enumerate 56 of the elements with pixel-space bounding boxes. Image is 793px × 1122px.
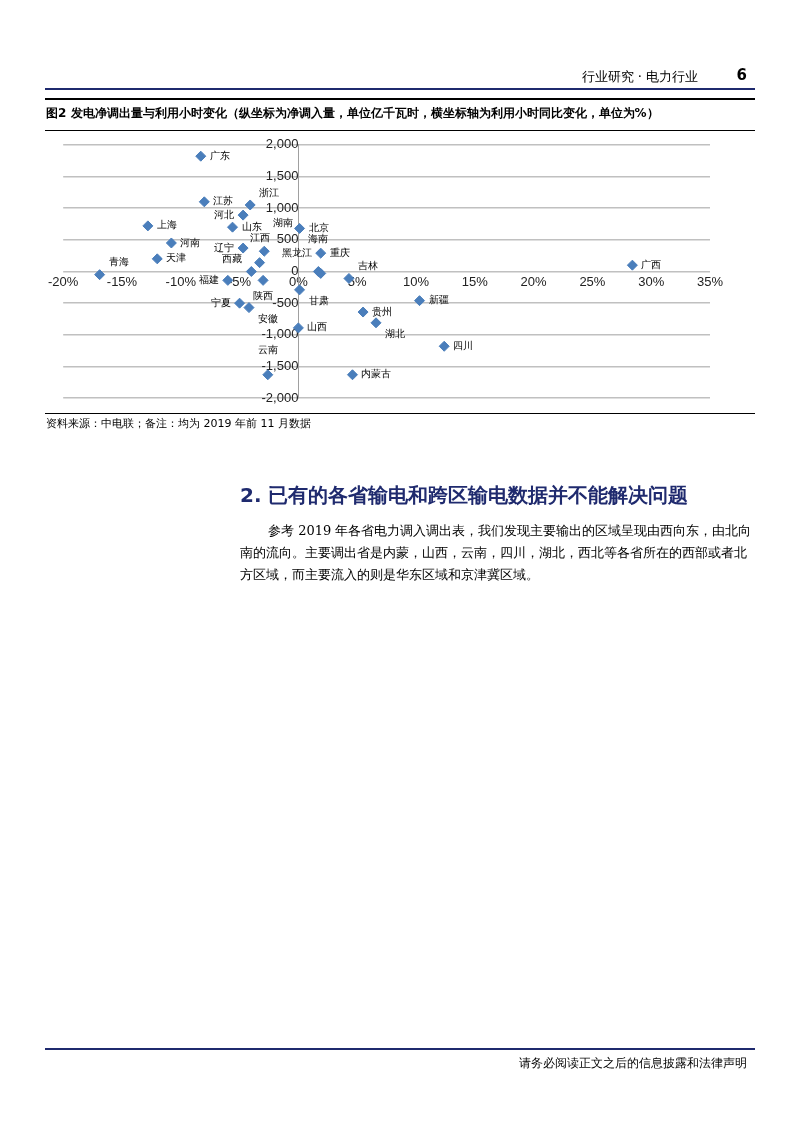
y-tick-label: -1,000 [261, 326, 299, 342]
annotation: 云南 [257, 344, 278, 356]
annotation: 辽宁 [214, 241, 235, 253]
annotation: 黑龙江 [281, 246, 312, 258]
annotation: 内蒙古 [361, 368, 392, 380]
text: 参考 2019 年各省电力调入调出表，我们发现主要输出的区域呈现由西向东，由北向南的流向。主要调出省是内蒙，山西，云南，四川，湖北，西北等各省所在的西部或者北方区域，而主要流入的则是华东区域和京津冀区域。 [240, 522, 753, 584]
chart-title: 图2 发电净调出量与利用小时变化（纵坐标为净调入量，单位亿千瓦时，横坐标轴为利用小时同比变化，单位为%） [46, 105, 659, 122]
annotation: 河北 [214, 208, 235, 220]
text: 资料来源：中电联；备注：均为 2019 年前 11 月数据 [46, 416, 311, 431]
annotation: 北京 [308, 222, 329, 234]
y-tick-label: -2,000 [261, 389, 299, 405]
y-tick-label: 1,000 [265, 199, 299, 215]
text: 行业研究 · 电力行业 [581, 68, 698, 86]
annotation: 浙江 [259, 186, 280, 198]
annotation: 江西 [249, 232, 270, 244]
annotation: 宁夏 [210, 296, 231, 308]
text: 2. 已有的各省输电和跨区输电数据并不能解决问题 [240, 482, 689, 509]
annotation: 山东 [241, 220, 262, 232]
annotation: 湖南 [273, 216, 294, 228]
annotation: 天津 [166, 252, 187, 264]
annotation: 河南 [180, 236, 201, 248]
annotation: 广东 [209, 149, 230, 161]
annotation: 甘肃 [308, 295, 329, 307]
annotation: 吉林 [357, 260, 378, 272]
y-tick-label: 1,500 [265, 168, 299, 184]
x-tick-label: -10% [165, 273, 197, 289]
text: 6 [736, 66, 747, 84]
annotation: 福建 [198, 273, 219, 285]
x-tick-label: 15% [461, 273, 489, 289]
annotation: 上海 [156, 219, 177, 231]
annotation: 海南 [308, 233, 329, 245]
annotation: 陕西 [253, 289, 274, 301]
annotation: 广西 [641, 258, 662, 270]
annotation: 湖北 [385, 328, 405, 340]
annotation: 重庆 [329, 246, 350, 258]
annotation: 四川 [453, 339, 474, 351]
annotation: 安徽 [257, 313, 278, 325]
annotation: 青海 [108, 256, 129, 268]
annotation: 西藏 [222, 253, 243, 265]
y-tick-label: -1,500 [261, 358, 299, 374]
x-tick-label: 10% [402, 273, 430, 289]
annotation: 新疆 [428, 294, 449, 306]
y-tick-label: 2,000 [265, 136, 299, 152]
annotation: 贵州 [372, 305, 393, 317]
annotation: 江苏 [213, 195, 234, 207]
x-tick-label: 35% [696, 273, 724, 289]
x-tick-label: 30% [638, 273, 665, 289]
text: 请务必阅读正文之后的信息披露和法律声明 [519, 1055, 747, 1072]
y-tick-label: -500 [272, 294, 299, 310]
x-tick-label: -15% [106, 273, 138, 289]
x-tick-label: -20% [47, 273, 79, 289]
annotation: 山西 [307, 321, 328, 333]
x-tick-label: -5% [228, 273, 252, 289]
y-tick-label: 500 [276, 231, 299, 247]
x-tick-label: 20% [520, 273, 548, 289]
x-tick-label: 25% [579, 273, 606, 289]
